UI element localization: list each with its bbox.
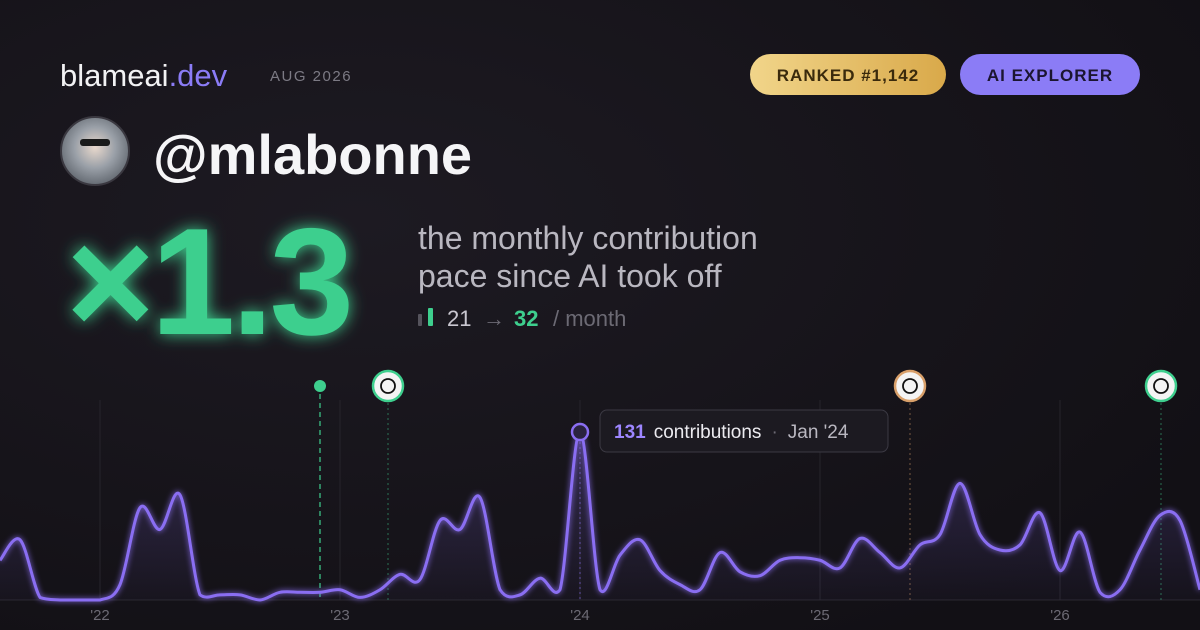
avatar (60, 116, 130, 186)
tooltip-date: Jan '24 (788, 422, 849, 443)
event-icon-glyph (380, 378, 396, 394)
event-icon-glyph (902, 378, 918, 394)
event-icon (893, 369, 927, 403)
event-dot (314, 380, 326, 392)
tier-badge (960, 54, 1140, 95)
mini-bar (418, 314, 422, 326)
tooltip-text: 131 contributions · Jan '24 (614, 422, 849, 443)
tooltip-value: 131 (614, 422, 646, 443)
chart: '22 '23 '24 '25 '26 131 contributions · Jan '24 (0, 369, 1200, 624)
x-tick-label: '26 (1050, 607, 1070, 624)
arrow: → (483, 306, 505, 331)
mini-bar (428, 308, 433, 326)
tooltip-label: contributions (654, 422, 762, 443)
tooltip-separator: · (771, 422, 777, 443)
username: @mlabonne (153, 123, 472, 186)
after-value: 32 (514, 306, 538, 331)
x-tick-label: '25 (810, 607, 830, 624)
rank-badge (750, 54, 946, 95)
x-tick-label: '24 (570, 607, 590, 624)
brand: blameai.dev (60, 58, 228, 93)
event-icon (1144, 369, 1178, 403)
date: AUG 2026 (270, 68, 352, 85)
rank-text: RANKED #1,142 (777, 66, 919, 85)
tier-text: AI EXPLORER (987, 66, 1113, 85)
unit: / month (553, 306, 626, 331)
x-tick-label: '22 (90, 607, 110, 624)
avatar-detail (80, 139, 110, 146)
area (0, 432, 1200, 600)
tooltip (599, 409, 889, 453)
multiplier: ×1.3 (66, 197, 350, 367)
peak-marker (570, 422, 590, 442)
line (0, 430, 1200, 602)
brand-name: blameai (60, 58, 169, 93)
caption-line: the monthly contribution (418, 220, 758, 256)
before-value: 21 (447, 306, 471, 331)
x-tick-label: '23 (330, 607, 350, 624)
caption-line: pace since AI took off (418, 258, 722, 294)
event-icon (371, 369, 405, 403)
brand-suffix: .dev (169, 58, 228, 93)
event-icon-glyph (1153, 378, 1169, 394)
